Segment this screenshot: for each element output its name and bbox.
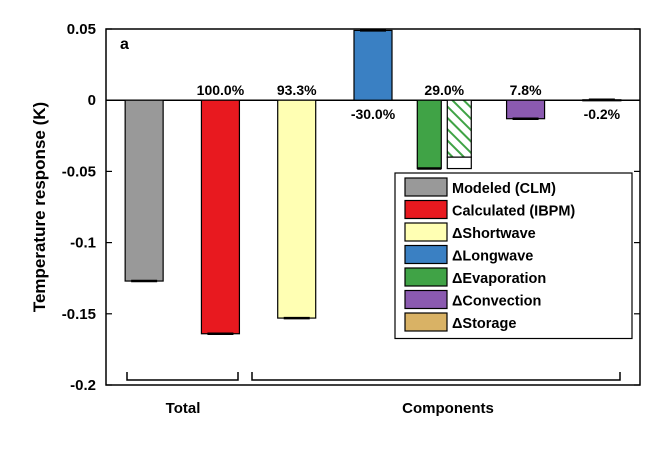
bracket-total [126, 372, 239, 381]
legend-label: ΔLongwave [452, 249, 533, 265]
group-label-components: Components [402, 400, 494, 417]
group-brackets: Total Components [126, 372, 621, 417]
percent-label: -0.2% [584, 106, 621, 122]
bar [416, 99, 442, 170]
percent-label: 93.3% [277, 82, 317, 98]
bracket-line [251, 372, 621, 381]
legend-label: ΔConvection [452, 294, 541, 310]
legend-label: Modeled (CLM) [452, 181, 556, 197]
bracket-line [126, 372, 239, 381]
y-tick-label: -0.2 [70, 377, 96, 394]
y-tick-label: 0.05 [67, 21, 96, 38]
bar [353, 29, 393, 101]
bar-labels: 100.0% 93.3% -30.0% 29.0% 7.8% -0.2% [197, 82, 621, 122]
legend-label: ΔEvaporation [452, 271, 546, 287]
y-tick-label: 0 [88, 92, 96, 109]
legend-swatch [404, 312, 448, 332]
percent-label: -30.0% [351, 106, 396, 122]
legend-swatch [404, 289, 448, 310]
bar [505, 99, 546, 120]
bar-hatched [446, 99, 472, 158]
plot-frame [105, 28, 641, 386]
legend: Modeled (CLM) Calculated (IBPM) ΔShortwave… [394, 172, 633, 340]
panel-letter: a [120, 36, 129, 53]
bar-hatched-base [446, 156, 472, 170]
percent-label: 100.0% [197, 82, 245, 98]
y-tick-label: -0.15 [62, 306, 96, 323]
bar [124, 99, 164, 282]
y-tick-label: -0.05 [62, 163, 96, 180]
group-label-total: Total [166, 400, 201, 417]
legend-swatch [404, 199, 448, 220]
legend-swatch [404, 244, 448, 265]
bar [277, 99, 317, 319]
legend-swatch [404, 177, 448, 197]
y-tick-label: -0.1 [70, 235, 96, 252]
legend-label: Calculated (IBPM) [452, 204, 575, 220]
bracket-components [251, 372, 621, 381]
legend-label: ΔStorage [452, 316, 516, 332]
bar [200, 99, 241, 335]
percent-label: 29.0% [424, 82, 464, 98]
legend-swatch [404, 222, 448, 242]
bars [124, 29, 622, 335]
percent-label: 7.8% [510, 82, 542, 98]
legend-label: ΔShortwave [452, 226, 536, 242]
y-axis-label: Temperature response (K) [30, 102, 49, 312]
legend-swatch [404, 267, 448, 287]
axes: 0.05 0 -0.05 -0.1 -0.15 -0.2 Temperature respo… [30, 21, 641, 394]
